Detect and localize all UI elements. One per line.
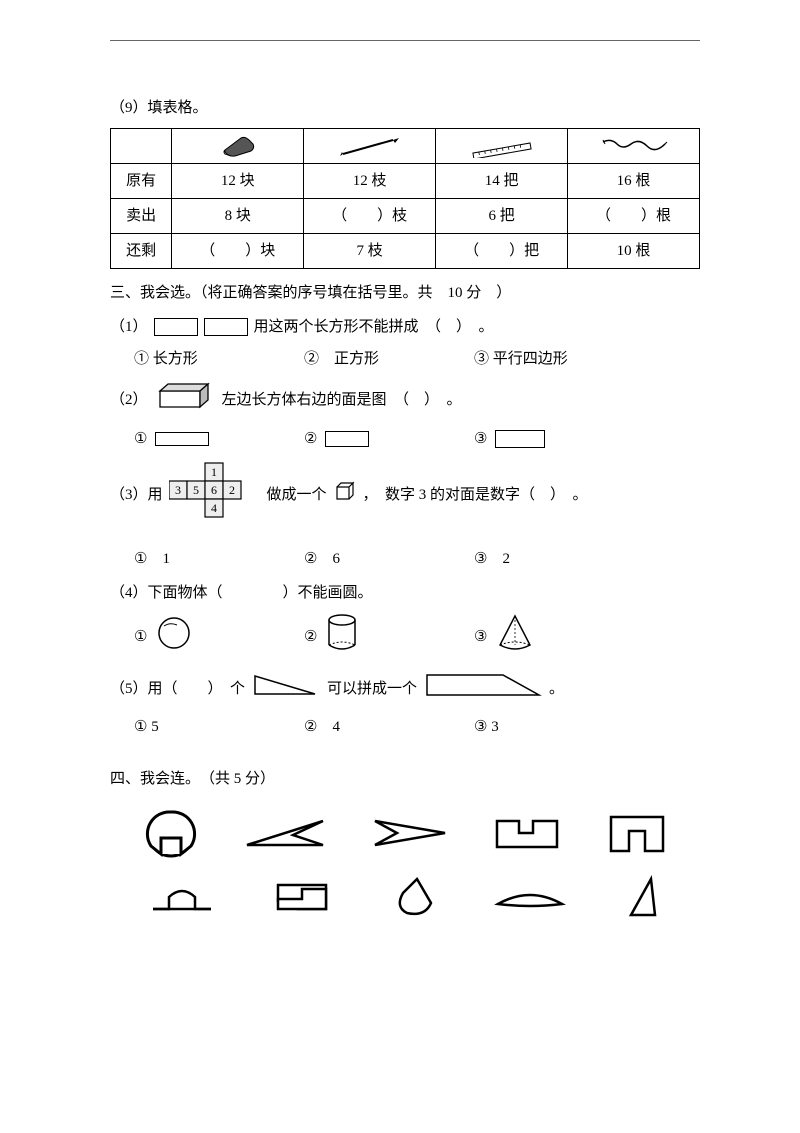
section4-title: 四、我会连。 （共 5 分） — [110, 767, 700, 791]
table-row: 还剩 （ ）块 7 枝 （ ）把 10 根 — [111, 234, 700, 269]
q3-3-a: （3）用 — [110, 483, 163, 507]
ruler-icon — [436, 129, 568, 164]
cell: 6 把 — [436, 199, 568, 234]
cell: 7 枝 — [304, 234, 436, 269]
option-label: ① — [134, 625, 147, 649]
shape-omega-icon — [141, 806, 201, 860]
option: ③ 2 — [474, 547, 624, 571]
row-label: 卖出 — [111, 199, 172, 234]
cone-icon — [495, 613, 535, 661]
q3-2-b: 左边长方体右边的面是图 （ ） 。 — [222, 388, 462, 412]
rect-icon — [204, 318, 248, 336]
table-row — [111, 129, 700, 164]
q3-2: （2） 左边长方体右边的面是图 （ ） 。 ① ② ③ — [110, 381, 700, 451]
q3-4-text: （4）下面物体（ ）不能画圆。 — [110, 581, 700, 605]
q3-1-a: （1） — [110, 315, 148, 339]
cell: （ ）根 — [568, 199, 700, 234]
svg-text:4: 4 — [211, 501, 217, 515]
option-label: ② — [304, 625, 317, 649]
svg-text:1: 1 — [211, 465, 217, 479]
option: ③ 3 — [474, 715, 624, 739]
shape-step-icon — [272, 879, 332, 915]
cell: （ ）把 — [436, 234, 568, 269]
table-row: 卖出 8 块 （ ）枝 6 把 （ ）根 — [111, 199, 700, 234]
row-label: 原有 — [111, 164, 172, 199]
option: ② 正方形 — [304, 347, 474, 371]
cell: 14 把 — [436, 164, 568, 199]
option: ① 5 — [134, 715, 304, 739]
q3-3-c: ， 数字 3 的对面是数字（ ） 。 — [363, 483, 588, 507]
shape-drop-icon — [387, 875, 437, 919]
q9-title: （9）填表格。 — [110, 96, 700, 120]
section3-title: 三、我会选。（将正确答案的序号填在括号里。共 10 分 ） — [110, 281, 700, 305]
cell: （ ）枝 — [304, 199, 436, 234]
option: ① 1 — [134, 547, 304, 571]
svg-text:2: 2 — [229, 483, 235, 497]
shapes-row-bottom — [110, 875, 700, 919]
cell: 12 块 — [172, 164, 304, 199]
svg-text:5: 5 — [193, 483, 199, 497]
shape-triangle-icon — [623, 875, 663, 919]
svg-text:6: 6 — [211, 483, 217, 497]
table-row: 原有 12 块 12 枝 14 把 16 根 — [111, 164, 700, 199]
right-triangle-icon — [251, 672, 321, 706]
shape-wedge-icon — [243, 815, 329, 851]
q9-table: 原有 12 块 12 枝 14 把 16 根 卖出 8 块 （ ）枝 6 把 （… — [110, 128, 700, 269]
shape-notch-icon — [493, 813, 563, 853]
cell: 16 根 — [568, 164, 700, 199]
pencil-icon — [304, 129, 436, 164]
q3-2-a: （2） — [110, 388, 148, 412]
q3-1: （1） 用这两个长方形不能拼成 （ ） 。 ① 长方形 ② 正方形 ③ 平行四边… — [110, 315, 700, 371]
shape-arrow-icon — [371, 815, 451, 851]
q3-5: （5）用（ ） 个 可以拼成一个 。 ① 5 ② 4 ③ 3 — [110, 671, 700, 739]
option: ② 6 — [304, 547, 474, 571]
cell: 10 根 — [568, 234, 700, 269]
cell: 8 块 — [172, 199, 304, 234]
option: ③ 平行四边形 — [474, 347, 624, 371]
shapes-row-top — [110, 806, 700, 860]
q3-5-b: 可以拼成一个 — [327, 677, 417, 701]
option-label: ③ — [474, 427, 487, 451]
trapezoid-icon — [423, 671, 543, 707]
cylinder-icon — [325, 613, 359, 661]
option: ① 长方形 — [134, 347, 304, 371]
q3-4: （4）下面物体（ ）不能画圆。 ① ② ③ — [110, 581, 700, 661]
cuboid-icon — [154, 381, 216, 419]
sphere-icon — [155, 614, 193, 660]
shape-dome-icon — [147, 879, 217, 915]
header-rule — [110, 40, 700, 41]
svg-text:3: 3 — [175, 483, 181, 497]
shape-lens-icon — [492, 884, 568, 910]
rect-icon — [155, 432, 209, 446]
rect-icon — [495, 430, 545, 448]
shape-u-icon — [605, 811, 669, 855]
cube-icon — [333, 479, 357, 511]
cube-net-icon: 1 3 5 6 2 4 — [169, 461, 261, 529]
cell: 12 枝 — [304, 164, 436, 199]
row-label: 还剩 — [111, 234, 172, 269]
q3-1-b: 用这两个长方形不能拼成 （ ） 。 — [254, 315, 494, 339]
cell: （ ）块 — [172, 234, 304, 269]
rope-icon — [568, 129, 700, 164]
option-label: ② — [304, 427, 317, 451]
option-label: ③ — [474, 625, 487, 649]
cell-empty — [111, 129, 172, 164]
q3-5-a: （5）用（ ） 个 — [110, 677, 245, 701]
section4: 四、我会连。 （共 5 分） — [110, 767, 700, 919]
rect-icon — [325, 431, 369, 447]
q3-3-b: 做成一个 — [267, 483, 327, 507]
q3-5-c: 。 — [549, 677, 564, 701]
option-label: ① — [134, 427, 147, 451]
eraser-icon — [172, 129, 304, 164]
option: ② 4 — [304, 715, 474, 739]
rect-icon — [154, 318, 198, 336]
q3-3: （3）用 1 3 5 6 2 4 做成一个 ， 数字 3 的对面是数字（ ） 。… — [110, 461, 700, 571]
